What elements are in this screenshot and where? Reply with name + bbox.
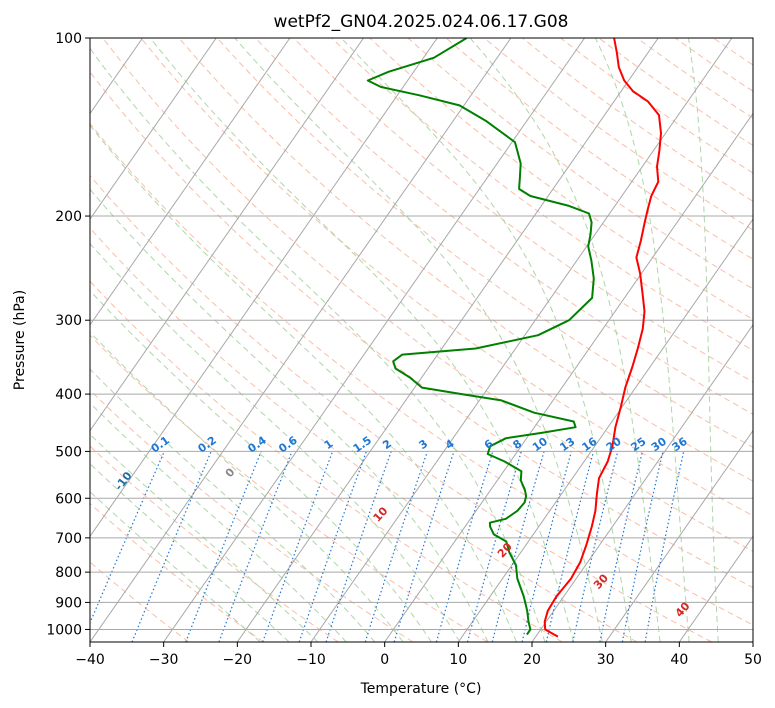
isotherm-line: [678, 535, 753, 642]
y-tick-label: 1000: [46, 622, 82, 638]
x-axis-title: Temperature (°C): [360, 681, 482, 697]
mixing-ratio-line: [491, 451, 545, 642]
temperature-profile-line: [543, 38, 662, 638]
dry-adiabat-line: [140, 38, 753, 517]
moist-adiabat-line: [469, 38, 661, 642]
isotherm-line: [90, 38, 512, 642]
moist-adiabat-line: [90, 491, 261, 642]
moist-adiabat-line: [234, 38, 603, 642]
x-tick-label: 20: [523, 652, 541, 668]
moist-adiabat-line: [90, 289, 432, 642]
x-tick-label: 0: [380, 652, 389, 668]
x-tick-label: 50: [744, 652, 762, 668]
moist-adiabat-line: [688, 38, 719, 642]
x-tick-label: −10: [296, 652, 326, 668]
moist-adiabat-line: [90, 242, 461, 642]
dry-adiabat-line: [90, 334, 488, 642]
y-tick-label: 300: [55, 313, 82, 329]
moist-adiabat-line: [90, 331, 404, 642]
mixing-ratio-line: [131, 451, 212, 642]
mixing-ratio-line: [262, 451, 334, 642]
axis-ticks: −40 −30 −20 −10 0 10 20 30 40 50 100 200 300 400 500 60…: [46, 31, 762, 668]
x-tick-label: −40: [75, 652, 105, 668]
dry-adiabat-line: [407, 38, 753, 290]
isotherm-line: [90, 38, 438, 538]
y-tick-label: 600: [55, 491, 82, 507]
isotherm-line: [384, 112, 753, 642]
x-tick-label: −30: [149, 652, 179, 668]
moist-adiabat-line: [340, 38, 632, 642]
y-tick-label: 500: [55, 444, 82, 460]
mixing-ratio-line: [298, 451, 367, 642]
y-axis-title: Pressure (hPa): [12, 290, 28, 390]
mixing-ratio-line: [545, 451, 595, 642]
plot-area: -100-90-80-70-60-50-40-30-20-100.10.20.4…: [90, 38, 753, 642]
moist-adiabat-line: [90, 47, 546, 642]
y-tick-label: 100: [55, 31, 82, 47]
y-tick-label: 200: [55, 209, 82, 225]
y-tick-label: 700: [55, 531, 82, 547]
mixing-ratio-line: [572, 451, 619, 642]
dry-adiabat-line: [90, 122, 753, 626]
mixing-ratio-line: [466, 451, 522, 642]
isotherm-line: [457, 218, 753, 642]
y-tick-label: 900: [55, 595, 82, 611]
dewpoint-profile-line: [366, 38, 595, 636]
mixing-ratio-line: [90, 451, 165, 625]
isotherm-line: [90, 38, 364, 432]
moist-adiabat-line: [90, 188, 489, 642]
moist-adiabat-line: [90, 124, 517, 642]
moist-adiabat-line: [90, 433, 319, 642]
dry-adiabat-line: [178, 38, 753, 482]
isotherm-line: [310, 38, 733, 642]
x-tick-label: −20: [223, 652, 253, 668]
plot-frame: [89, 37, 754, 643]
dry-adiabat-line: [90, 502, 264, 642]
moist-adiabat-line: [149, 38, 575, 642]
dry-adiabat-line: [255, 38, 753, 415]
isotherm-line: [90, 38, 291, 326]
isotherm-line: [605, 429, 753, 642]
x-tick-label: 40: [670, 652, 688, 668]
isotherm-line: [236, 38, 659, 642]
moist-adiabat-line: [90, 368, 376, 642]
x-tick-label: 10: [449, 652, 467, 668]
dry-adiabat-line: [90, 71, 753, 589]
dry-adiabat-line: [102, 38, 753, 552]
mixing-ratio-line: [325, 451, 392, 642]
dry-adiabat-line: [293, 38, 753, 383]
x-tick-label: 30: [597, 652, 615, 668]
isotherm-line: [531, 324, 753, 642]
isotherm-line: [163, 38, 585, 642]
mixing-ratio-line: [435, 451, 494, 642]
moist-adiabat-line: [594, 38, 690, 642]
mixing-ratio-line: [364, 451, 428, 642]
dry-adiabat-line: [90, 174, 712, 642]
mixing-ratio-line: [218, 451, 293, 642]
dry-adiabat-line: [216, 38, 753, 448]
isotherm-line: [90, 38, 217, 221]
chart-title: wetPf2_GN04.2025.024.06.17.G08: [274, 12, 569, 32]
moist-adiabat-line: [90, 463, 290, 642]
mixing-ratio-line: [393, 451, 455, 642]
y-tick-label: 800: [55, 565, 82, 581]
y-tick-label: 400: [55, 387, 82, 403]
mixing-ratio-line: [185, 451, 262, 642]
